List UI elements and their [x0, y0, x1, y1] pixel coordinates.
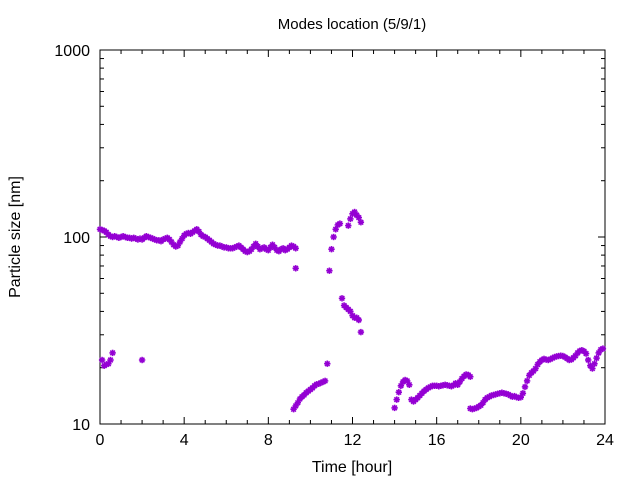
x-tick-label: 12 — [344, 432, 362, 449]
x-tick-label: 4 — [180, 432, 189, 449]
data-point — [406, 381, 413, 388]
data-point — [589, 365, 596, 372]
x-axis-label: Time [hour] — [312, 459, 392, 476]
x-tick-label: 20 — [512, 432, 530, 449]
axis-ticks — [99, 49, 606, 425]
data-point — [519, 390, 527, 397]
data-point — [347, 215, 354, 223]
data-point — [294, 399, 301, 406]
y-tick-label: 1000 — [54, 43, 90, 60]
chart-title: Modes location (5/9/1) — [278, 16, 426, 33]
data-point — [357, 328, 365, 336]
data-point — [138, 356, 146, 364]
data-point — [591, 360, 598, 367]
data-point — [330, 233, 337, 241]
data-point — [357, 218, 365, 226]
data-point — [98, 356, 106, 364]
x-tick-label: 24 — [596, 432, 614, 449]
data-point — [321, 377, 329, 385]
x-tick-labels: 0 4 8 12 16 20 24 — [96, 432, 614, 449]
data-point — [292, 265, 299, 272]
data-point — [109, 349, 116, 357]
data-point — [345, 222, 352, 229]
y-tick-labels: 10 100 1000 — [54, 43, 90, 434]
x-tick-label: 0 — [96, 432, 105, 449]
data-point — [521, 383, 529, 391]
data-point — [395, 389, 402, 396]
data-point — [328, 245, 335, 253]
data-point — [336, 220, 344, 227]
data-point — [593, 354, 600, 362]
data-point — [107, 356, 114, 364]
data-point — [523, 377, 531, 385]
data-point — [467, 373, 474, 380]
y-tick-label: 100 — [63, 230, 90, 247]
data-point — [324, 360, 331, 367]
data-point — [391, 404, 398, 412]
x-tick-label: 8 — [264, 432, 273, 449]
data-point — [338, 295, 346, 302]
data-point — [292, 245, 299, 252]
data-point — [326, 267, 333, 274]
data-point — [355, 316, 362, 324]
data-point — [393, 396, 400, 403]
data-point — [582, 350, 590, 357]
y-tick-label: 10 — [72, 417, 90, 434]
y-axis-label: Particle size [nm] — [7, 176, 24, 298]
x-tick-label: 16 — [428, 432, 446, 449]
data-point — [599, 345, 607, 352]
data-point — [585, 356, 592, 364]
data-points — [96, 208, 607, 413]
plot-frame — [99, 49, 606, 425]
data-point — [456, 378, 463, 386]
